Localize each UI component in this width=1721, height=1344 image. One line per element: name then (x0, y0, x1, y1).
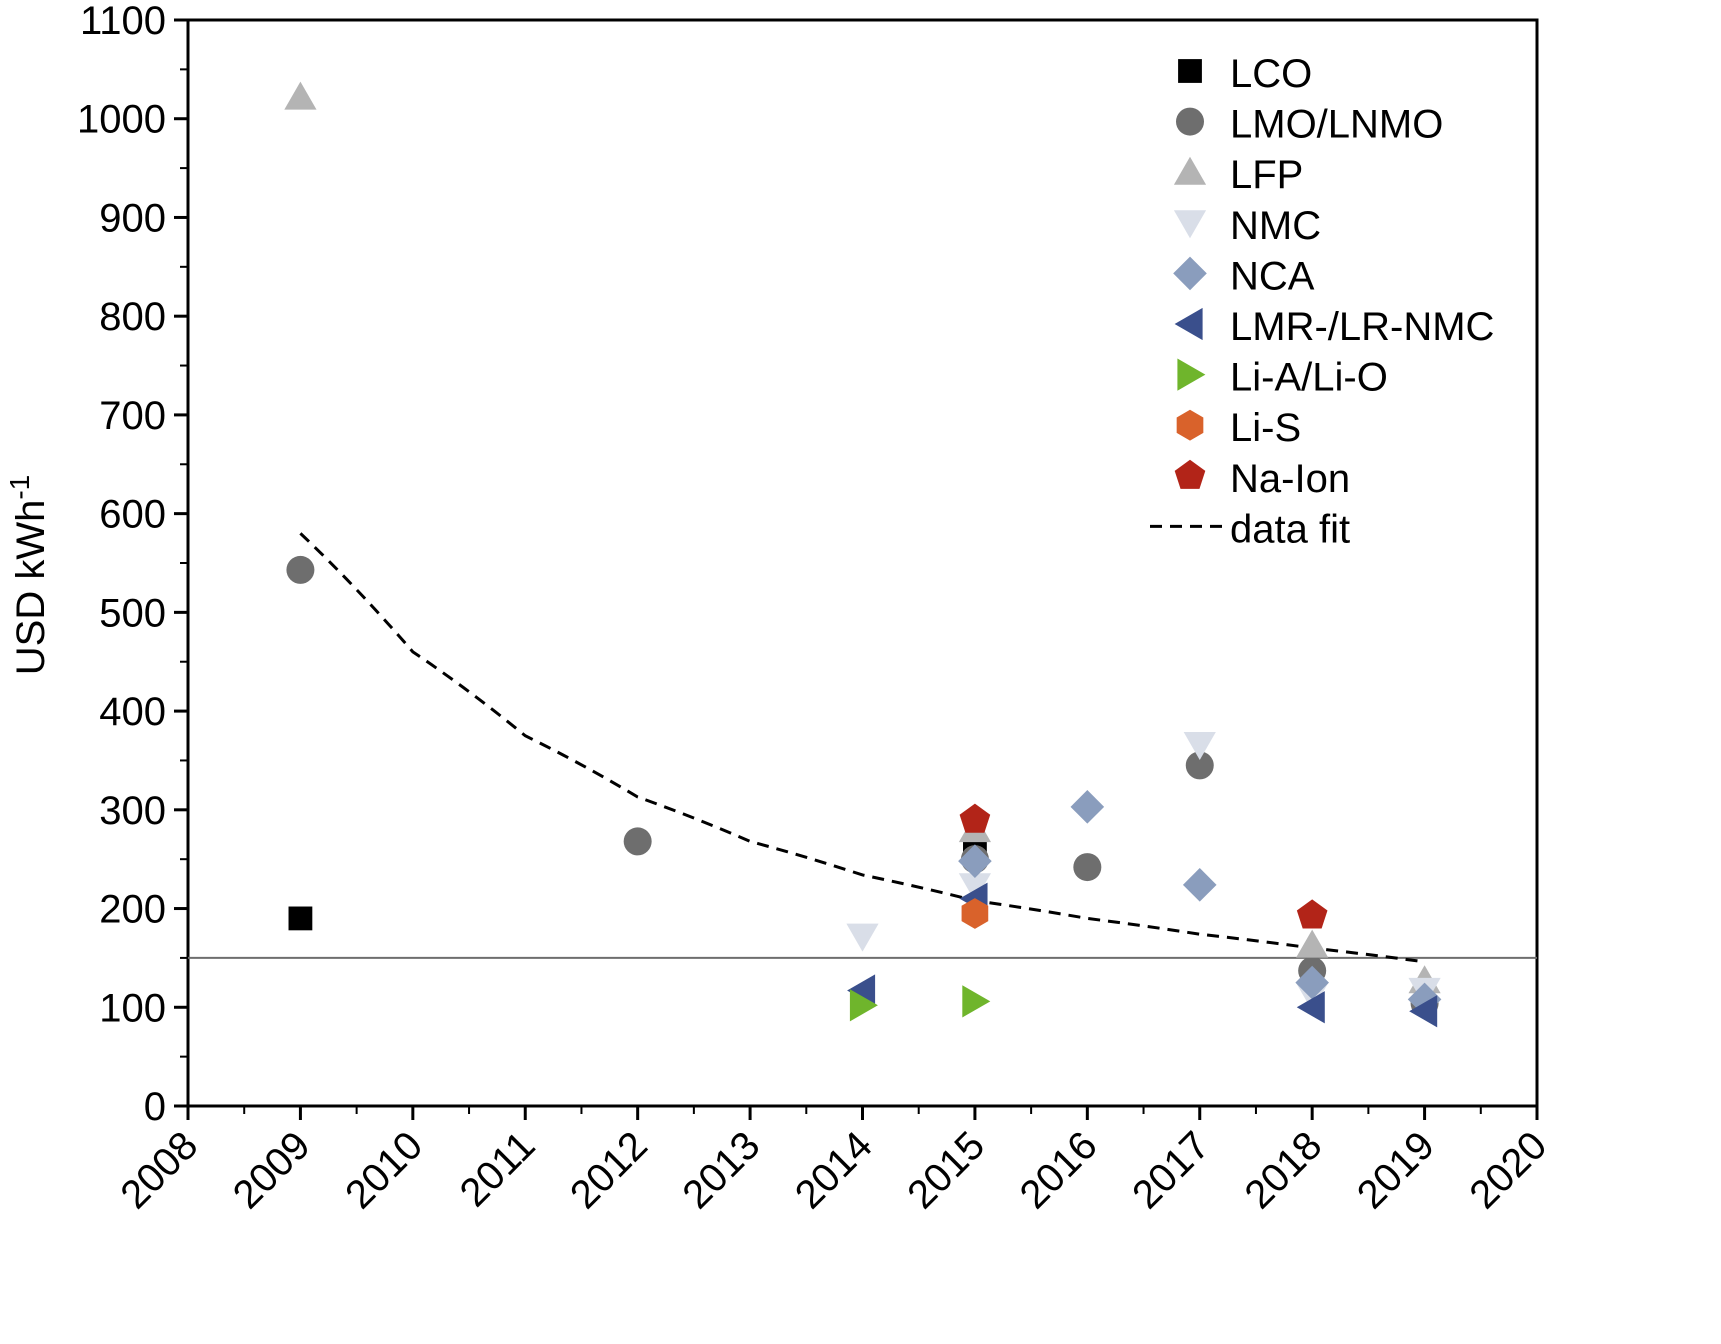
x-tick-label: 2016 (1012, 1123, 1106, 1217)
data-point-lmo-lnmo (623, 827, 652, 856)
y-tick-label: 900 (99, 196, 166, 240)
x-tick-label: 2011 (452, 1123, 544, 1215)
y-tick-label: 100 (99, 986, 166, 1030)
y-tick-label: 500 (99, 591, 166, 635)
data-point-nmc (958, 873, 992, 902)
y-tick-label: 1000 (77, 98, 166, 142)
data-point-lmo-lnmo (1185, 751, 1214, 780)
legend-label-nca: NCA (1230, 254, 1315, 298)
y-tick-label: 200 (99, 888, 166, 932)
x-tick-label: 2014 (787, 1123, 881, 1217)
data-point-lfp (284, 81, 317, 110)
data-point-nca (1182, 868, 1217, 902)
data-points-layer (284, 81, 1442, 1028)
fit-line-layer (299, 532, 1425, 964)
data-fit-line (299, 532, 1425, 964)
y-tick-label: 800 (99, 295, 166, 339)
axes: 2008 2009 2010 2011 2012 2013 2014 2015 2016 2017… (77, 0, 1555, 1217)
data-point-nmc (1183, 732, 1216, 761)
legend-label-lco: LCO (1230, 52, 1312, 96)
y-axis-title-superscript: -1 (4, 475, 35, 500)
legend-marker-lfp (1173, 156, 1207, 185)
legend: LCO LMO/LNMO LFP NMC NCA LMR-/LR-NMC Li-A/Li-O… (1150, 52, 1494, 551)
x-tick-label: 2020 (1461, 1123, 1555, 1217)
series-na-ion (959, 803, 1328, 929)
legend-label-nmc: NMC (1230, 204, 1321, 248)
series-li-a-li-o (849, 985, 991, 1022)
legend-label-data-fit: data fit (1230, 507, 1350, 551)
x-tick-label: 2015 (899, 1123, 993, 1217)
data-point-na-ion (1296, 899, 1328, 929)
y-tick-label: 300 (99, 789, 166, 833)
legend-label-li-s: Li-S (1230, 406, 1301, 450)
data-point-li-s (961, 898, 989, 929)
y-tick-label: 1100 (80, 0, 166, 43)
y-tick-label: 0 (144, 1085, 166, 1129)
y-tick-label: 700 (99, 394, 166, 438)
series-nmc (846, 732, 1441, 1011)
data-point-lmr-lr-nmc (847, 974, 876, 1007)
x-tick-label: 2012 (562, 1123, 656, 1217)
legend-label-na-ion: Na-Ion (1230, 457, 1350, 501)
legend-marker-li-a-li-o (1177, 358, 1206, 391)
series-lmr-lr-nmc (847, 882, 1438, 1028)
data-point-nca (958, 844, 992, 878)
legend-label-li-a-li-o: Li-A/Li-O (1230, 356, 1388, 400)
series-li-s (961, 898, 989, 929)
data-point-lmo-lnmo (1073, 853, 1102, 882)
x-tick-label: 2017 (1124, 1123, 1218, 1217)
legend-marker-nca (1173, 256, 1207, 291)
legend-label-lmr-lr-nmc: LMR-/LR-NMC (1230, 305, 1494, 349)
x-tick-label: 2008 (112, 1123, 206, 1217)
data-point-li-a-li-o (849, 989, 878, 1022)
x-tick-label: 2009 (225, 1123, 319, 1217)
x-tick-label: 2010 (337, 1123, 431, 1217)
legend-marker-na-ion (1174, 459, 1206, 489)
legend-marker-lmo-lnmo (1176, 107, 1204, 136)
series-nca (958, 790, 1442, 1017)
x-tick-label: 2018 (1236, 1123, 1330, 1217)
legend-marker-li-s (1176, 409, 1204, 441)
data-point-lco (288, 906, 313, 931)
data-point-nca (1295, 965, 1329, 1000)
legend-marker-nmc (1173, 210, 1207, 239)
legend-label-lfp: LFP (1230, 153, 1303, 197)
data-point-nca (1070, 790, 1105, 824)
x-tick-label: 2019 (1349, 1123, 1443, 1217)
legend-label-lmo-lnmo: LMO/LNMO (1230, 103, 1443, 147)
data-point-nmc (846, 923, 879, 952)
legend-marker-lmr-lr-nmc (1174, 307, 1203, 341)
data-point-li-a-li-o (962, 985, 991, 1018)
x-tick-label: 2013 (674, 1123, 768, 1217)
y-tick-label: 400 (99, 690, 166, 734)
data-point-lmo-lnmo (286, 555, 315, 584)
data-point-lmr-lr-nmc (1296, 991, 1325, 1024)
data-point-lfp (1296, 929, 1329, 958)
y-axis-title: USD kWh-1 (4, 475, 54, 675)
data-point-lmr-lr-nmc (1409, 995, 1438, 1028)
y-tick-label: 600 (99, 493, 166, 537)
data-point-na-ion (959, 803, 991, 833)
y-axis-title-text: USD kWh (9, 500, 53, 676)
legend-marker-lco (1178, 59, 1202, 83)
